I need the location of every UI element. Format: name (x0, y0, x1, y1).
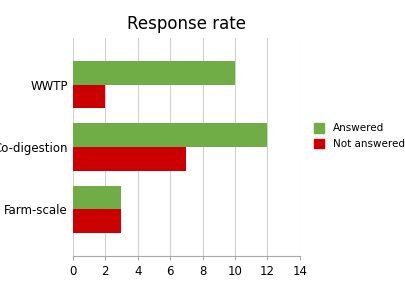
Bar (73, 147, 186, 171)
Bar (73, 61, 235, 85)
Title: Response rate: Response rate (127, 15, 246, 33)
Legend: Answered, Not answered: Answered, Not answered (314, 123, 405, 149)
Bar (73, 209, 122, 233)
Bar (73, 186, 122, 209)
Bar (73, 85, 105, 108)
Bar (73, 123, 267, 147)
